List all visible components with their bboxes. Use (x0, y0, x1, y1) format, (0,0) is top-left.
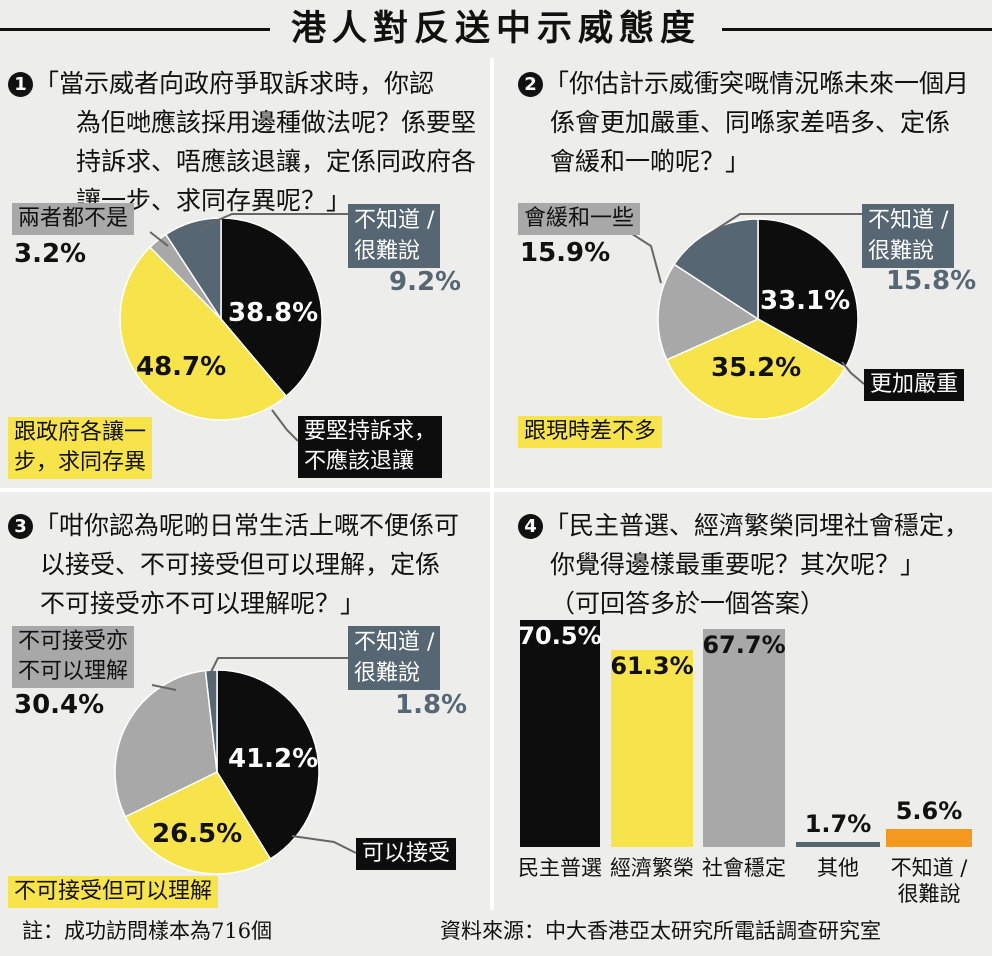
question-1-line-3: 持訴求、唔應該退讓，定係同政府各 (76, 147, 477, 176)
pie1-value-compromise: 48.7% (136, 352, 227, 382)
pie3-label-dont-know: 不知道 / 很難說 (348, 626, 441, 690)
pie2-value-same: 35.2% (711, 353, 802, 383)
pie1-value-neither: 3.2% (14, 239, 87, 269)
source-note: 資料來源：中大香港亞太研究所電話調查研究室 (440, 919, 881, 943)
question-4-line-3: （可回答多於一個答案） (550, 589, 826, 618)
pie1-leader-persist (271, 409, 299, 442)
pie2-value-worse: 33.1% (760, 286, 851, 316)
pie1-label-compromise: 跟政府各讓一 步，求同存異 (8, 417, 153, 479)
bar-value-economy: 61.3% (610, 651, 694, 680)
pie2-leader-worse (841, 361, 865, 385)
pie1-value-dont-know: 9.2% (389, 267, 462, 297)
question-1: 1 「當示威者向政府爭取訴求時，你認 為佢哋應該採用邊種做法呢？係要堅 持訴求、唔… (8, 64, 476, 220)
divider-vertical-top (490, 58, 494, 488)
pie3-value-acceptable: 41.2% (228, 744, 319, 774)
pie2-label-ease: 會緩和一些 (518, 203, 641, 235)
question-2-line-3: 會緩和一啲呢？」 (550, 147, 751, 176)
pie2-leader-dont-know (705, 213, 862, 237)
question-4-line-1: 4 「民主普選、經濟繁榮同埋社會穩定， (518, 506, 969, 545)
pie3-value-understandable: 26.5% (152, 819, 243, 849)
pie2-leader-ease (628, 231, 662, 284)
pie2-value-dont-know: 15.8% (886, 266, 977, 296)
bar-value-other: 1.7% (804, 809, 872, 838)
pie3-leader-acceptable (291, 835, 357, 854)
question-4-line-2: 你覺得邊樣最重要呢？其次呢？」 (550, 550, 926, 579)
question-4: 4 「民主普選、經濟繁榮同埋社會穩定， 你覺得邊樣最重要呢？其次呢？」 （可回答多… (518, 506, 969, 623)
question-1-line-2: 為佢哋應該採用邊種做法呢？係要堅 (76, 108, 477, 137)
pie3-slice-unacceptable (114, 669, 218, 818)
pie3-leader-dont-know (210, 657, 348, 673)
title-rule-left (0, 28, 270, 31)
pie1-label-persist: 要堅持訴求， 不應該退讓 (298, 416, 443, 478)
sample-note: 註：成功訪問樣本為716個 (22, 919, 273, 943)
pie3-value-dont-know: 1.8% (395, 690, 468, 720)
bar-category-dont-know: 不知道 / 很難說 (890, 856, 968, 906)
pie3-label-unacceptable: 不可接受亦 不可以理解 (12, 626, 135, 688)
bar-category-other: 其他 (817, 856, 859, 880)
bar-other (796, 841, 880, 847)
question-4-number: 4 (518, 514, 543, 539)
question-2: 2 「你估計示威衝突嘅情況喺未來一個月 係會更加嚴重、同喺家差唔多、定係 會緩和一… (518, 64, 969, 181)
pie1-label-neither: 兩者都不是 (12, 203, 135, 235)
question-2-number: 2 (518, 72, 543, 97)
question-3-number: 3 (8, 514, 33, 539)
pie1-label-dont-know: 不知道 / 很難說 (348, 204, 441, 268)
bar-dont-know (886, 828, 972, 847)
question-1-number: 1 (8, 72, 33, 97)
bar-category-democracy: 民主普選 (518, 856, 602, 880)
question-1-line-1: 1 「當示威者向政府爭取訴求時，你認 (8, 64, 476, 103)
page-title: 港人對反送中示威態度 (290, 9, 701, 49)
title-rule-right (722, 28, 992, 31)
bar-value-dont-know: 5.6% (895, 796, 963, 825)
bar-value-democracy: 70.5% (518, 622, 602, 650)
pie2-slice-same (665, 318, 847, 420)
question-3-line-1: 3 「咁你認為呢啲日常生活上嘅不便係可 (8, 506, 459, 545)
pie2-slice-worse (757, 218, 859, 369)
question-2-line-1: 2 「你估計示威衝突嘅情況喺未來一個月 (518, 64, 969, 103)
pie2-label-worse: 更加嚴重 (864, 369, 965, 401)
pie3-label-acceptable: 可以接受 (356, 838, 457, 870)
question-3-line-3: 不可接受亦不可以理解呢？」 (40, 589, 366, 618)
pie2-slice-dont-know (673, 218, 759, 321)
bar-category-economy: 經濟繁榮 (610, 856, 694, 880)
pie3-value-unacceptable: 30.4% (14, 690, 105, 720)
pie3-label-understandable: 不可接受但可以理解 (8, 876, 219, 908)
pie1-leader-neither (149, 231, 169, 247)
pie1-slice-persist (220, 217, 323, 398)
pie2-value-ease: 15.9% (520, 238, 611, 268)
bar-value-stability: 67.7% (702, 631, 786, 660)
divider-vertical-bottom (490, 492, 494, 910)
pie1-leader-dont-know (199, 213, 348, 229)
question-3-line-2: 以接受、不可接受但可以理解，定係 (40, 550, 441, 579)
bar-category-stability: 社會穩定 (702, 856, 786, 880)
bar-democracy (520, 620, 600, 847)
question-2-line-2: 係會更加嚴重、同喺家差唔多、定係 (550, 108, 951, 137)
bar-economy (611, 649, 693, 847)
pie1-value-persist: 38.8% (228, 298, 319, 328)
divider-horizontal (0, 488, 992, 492)
question-3: 3 「咁你認為呢啲日常生活上嘅不便係可 以接受、不可接受但可以理解，定係 不可接受… (8, 506, 459, 623)
bar-stability (703, 629, 785, 847)
pie2-slice-ease (657, 263, 760, 361)
pie1-slice-compromise (119, 246, 288, 421)
pie3-slice-understandable (124, 771, 272, 875)
pie2-label-same: 跟現時差不多 (518, 416, 663, 448)
pie2-label-dont-know: 不知道 / 很難說 (862, 204, 955, 268)
pie3-leader-unacceptable (151, 684, 177, 691)
